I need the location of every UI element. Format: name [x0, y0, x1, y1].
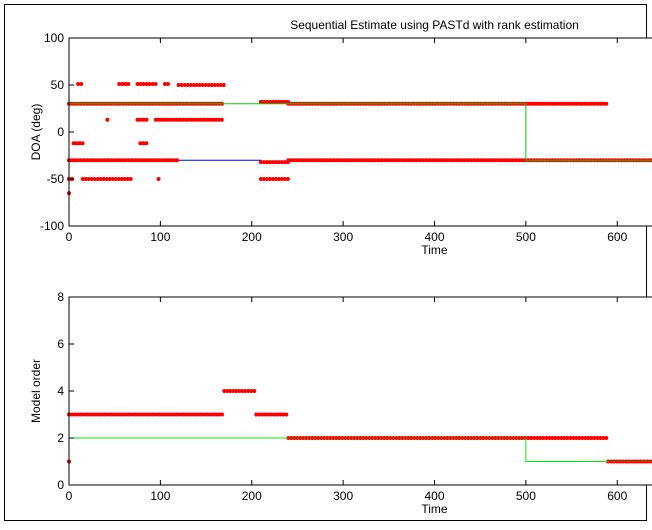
y-tick-label: 0 [57, 125, 64, 139]
x-axis-label: Time [421, 502, 448, 516]
series-line [69, 103, 652, 161]
y-tick-label: 100 [44, 31, 64, 45]
y-axis-label: DOA (deg) [29, 104, 43, 161]
x-axis-label: Time [421, 243, 448, 257]
chart-title: Sequential Estimate using PASTd with ran… [290, 18, 579, 32]
y-tick-label: 2 [57, 431, 64, 445]
x-tick-label: 400 [424, 230, 444, 244]
x-tick-label: 300 [333, 230, 353, 244]
y-tick-label: -100 [40, 219, 64, 233]
y-tick-label: 4 [57, 384, 64, 398]
x-tick-label: 500 [516, 489, 536, 503]
y-tick-label: -50 [47, 172, 65, 186]
y-tick-label: 8 [57, 290, 64, 304]
y-tick-label: 50 [51, 78, 65, 92]
y-tick-label: 6 [57, 337, 64, 351]
x-tick-label: 0 [66, 230, 73, 244]
plot-area [69, 38, 652, 226]
x-tick-label: 400 [424, 489, 444, 503]
y-axis-label: Model order [29, 359, 43, 423]
x-tick-label: 300 [333, 489, 353, 503]
plot-area [69, 297, 652, 485]
x-tick-label: 200 [242, 489, 262, 503]
x-tick-label: 500 [516, 230, 536, 244]
x-tick-label: 100 [150, 489, 170, 503]
y-tick-label: 0 [57, 478, 64, 492]
x-tick-label: 600 [607, 489, 627, 503]
x-tick-label: 600 [607, 230, 627, 244]
x-tick-label: 100 [150, 230, 170, 244]
x-tick-label: 200 [242, 230, 262, 244]
x-tick-label: 0 [66, 489, 73, 503]
